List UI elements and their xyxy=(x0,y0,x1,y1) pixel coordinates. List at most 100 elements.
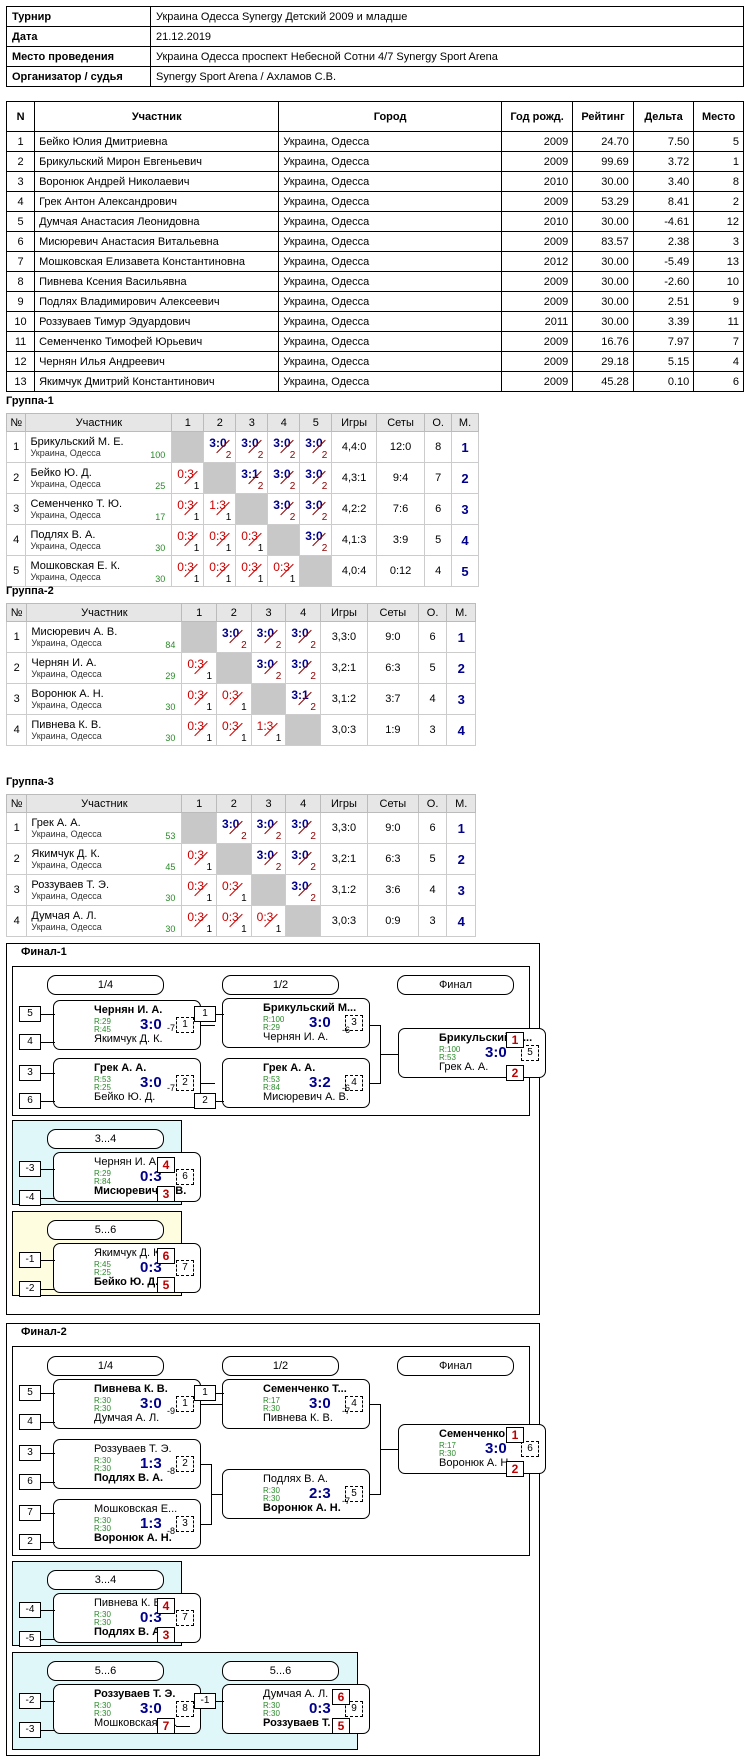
table-cell: 30.00 xyxy=(572,171,634,192)
rating-b: R:30 xyxy=(94,1404,111,1413)
score-cell: 0:3 1 xyxy=(216,874,252,906)
sets-value: 0:12 xyxy=(375,555,426,587)
score-points: 1 xyxy=(206,862,213,873)
score-cell: 3:0 2 xyxy=(299,431,333,463)
table-cell: 2012 xyxy=(500,251,574,272)
round-header: 1/4 xyxy=(47,975,164,995)
place-value: 5 xyxy=(451,555,479,587)
bracket-line xyxy=(41,1701,55,1702)
sets-value: 12:0 xyxy=(375,431,426,463)
sets-value: 1:9 xyxy=(366,714,419,746)
self-cell xyxy=(181,812,218,844)
participant-name: Роззуваев Т. Э. xyxy=(31,879,110,891)
table-cell: 8.41 xyxy=(632,191,695,212)
score-cell: 3:1 2 xyxy=(285,683,321,715)
group-head: № Участник 1 2 3 4 Игры Сеты О. М. xyxy=(5,794,476,813)
score-cell: 0:3 1 xyxy=(235,555,269,587)
seed-number: 1 xyxy=(194,1385,216,1401)
sets-value: 3:6 xyxy=(366,874,419,906)
loser-destination: -9 xyxy=(167,1406,176,1416)
score-points: 1 xyxy=(193,543,200,554)
final-place: 1 xyxy=(506,1032,524,1048)
score-points: 2 xyxy=(321,512,328,523)
participant-rating: 30 xyxy=(165,924,176,934)
match-score: 0:3 1 xyxy=(217,684,251,714)
table-cell: 6 xyxy=(5,231,36,252)
group-head: № Участник 1 2 3 4 5 Игры Сеты О. М. xyxy=(5,413,479,432)
match-score: 0:3 1 xyxy=(204,556,235,586)
place-value: 3 xyxy=(446,683,476,715)
match-score: 3:0 2 xyxy=(268,494,299,524)
rating-a: R:53 xyxy=(94,1075,111,1084)
round-header: 3...4 xyxy=(47,1570,164,1590)
match-score: 3:2 xyxy=(309,1074,331,1091)
match-number: 5 xyxy=(521,1045,539,1061)
group-title: Группа-2 xyxy=(6,585,54,597)
match-box: Роззуваев Т. Э. R:30 R:30 1:3 Подлях В. А. 2 xyxy=(53,1439,201,1489)
row-number: 4 xyxy=(5,714,28,746)
match-score: 0:3 1 xyxy=(172,463,203,493)
group-table: № Участник 1 2 3 4 5 Игры Сеты О. М. 1 Брикульский М… xyxy=(5,413,479,587)
sets-value: 3:7 xyxy=(366,683,419,715)
final-place: 4 xyxy=(157,1598,175,1614)
games-value: 3,1:2 xyxy=(319,874,368,906)
bracket-line xyxy=(380,1054,399,1055)
loser-destination: -8 xyxy=(167,1526,176,1536)
participant-city: Украина, Одесса xyxy=(31,829,102,839)
rating-b: R:25 xyxy=(94,1083,111,1092)
score-points: 1 xyxy=(225,574,232,585)
match-score: 0:3 1 xyxy=(182,906,216,936)
rating-b: R:45 xyxy=(94,1025,111,1034)
player-b: Пивнева К. В. xyxy=(263,1412,333,1424)
round-header: 1/2 xyxy=(222,1356,339,1376)
match-score: 3:0 2 xyxy=(286,844,320,874)
points-value: 5 xyxy=(424,524,453,556)
column-header: 2 xyxy=(203,413,237,432)
table-cell: 3 xyxy=(5,171,36,192)
match-score: 0:3 1 xyxy=(172,494,203,524)
table-cell: 11 xyxy=(693,311,744,332)
table-cell: 2009 xyxy=(500,231,574,252)
table-cell: 5 xyxy=(693,131,744,152)
participant-name: Воронюк А. Н. xyxy=(31,688,104,700)
final-1-title: Финал-1 xyxy=(21,946,67,958)
score-points: 1 xyxy=(193,512,200,523)
score-points: 2 xyxy=(275,640,282,651)
score-points: 2 xyxy=(310,862,316,873)
table-cell: Украина, Одесса xyxy=(278,151,502,172)
final-place: 2 xyxy=(506,1065,524,1081)
column-header: № xyxy=(5,603,28,622)
table-cell: Мошковская Елизавета Константиновна xyxy=(34,251,280,272)
group-row: 5 Мошковская Е. К. Украина, Одесса 30 0:3 1 0:… xyxy=(5,555,479,587)
match-score: 3:0 2 xyxy=(300,463,331,493)
match-score: 3:0 2 xyxy=(286,875,320,905)
table-cell: 2011 xyxy=(500,311,574,332)
seed-number: -4 xyxy=(19,1602,41,1618)
rating-b: R:30 xyxy=(94,1618,111,1627)
score-points: 1 xyxy=(193,481,200,492)
table-row: 2 Брикульский Мирон Евгеньевич Украина, Од… xyxy=(5,151,744,172)
table-cell: 53.29 xyxy=(572,191,634,212)
match-number: 9 xyxy=(345,1701,363,1717)
bracket-line xyxy=(370,1404,380,1405)
games-value: 4,2:2 xyxy=(331,493,377,525)
column-header: N xyxy=(5,101,36,132)
match-score: 0:3 1 xyxy=(236,556,267,586)
player-a: Подлях В. А. xyxy=(263,1473,328,1485)
column-header: Игры xyxy=(319,603,368,622)
table-cell: 2.51 xyxy=(632,291,695,312)
table-cell: 30.00 xyxy=(572,251,634,272)
table-cell: Украина, Одесса xyxy=(278,271,502,292)
table-cell: 45.28 xyxy=(572,371,634,392)
participant-city: Украина, Одесса xyxy=(31,700,102,710)
info-row: Место проведения Украина Одесса проспект … xyxy=(6,46,744,67)
score-text: 1:3 xyxy=(209,498,226,512)
match-box: Якимчук Д. К. R:45 R:25 0:3 Бейко Ю. Д. 7 xyxy=(53,1243,201,1293)
column-header: Рейтинг xyxy=(572,101,634,132)
column-header: № xyxy=(5,413,27,432)
match-score: 3:0 2 xyxy=(217,622,251,652)
sets-value: 7:6 xyxy=(375,493,426,525)
score-cell: 0:3 1 xyxy=(171,524,205,556)
bracket-line xyxy=(216,1014,224,1015)
participant-city: Украина, Одесса xyxy=(31,731,102,741)
